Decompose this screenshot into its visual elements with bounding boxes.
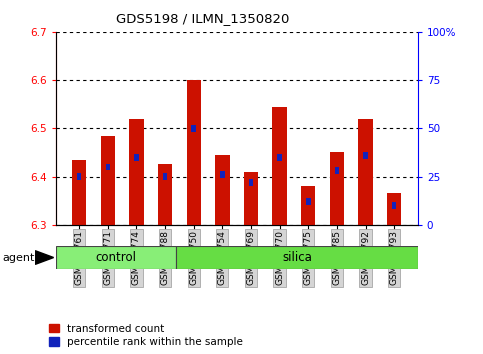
Bar <box>191 125 196 132</box>
Bar <box>363 152 368 159</box>
Bar <box>306 198 311 205</box>
Bar <box>176 246 418 269</box>
Bar <box>215 155 229 225</box>
Legend: transformed count, percentile rank within the sample: transformed count, percentile rank withi… <box>49 324 243 347</box>
Bar <box>129 119 143 225</box>
Bar <box>249 179 253 186</box>
Bar <box>56 246 176 269</box>
Bar <box>392 202 397 209</box>
Bar <box>277 154 282 161</box>
Bar <box>134 154 139 161</box>
Bar <box>77 173 82 180</box>
Polygon shape <box>35 251 54 264</box>
Bar <box>358 119 373 225</box>
Bar <box>301 186 315 225</box>
Bar <box>244 172 258 225</box>
Bar <box>158 165 172 225</box>
Bar <box>186 80 201 225</box>
Bar <box>330 153 344 225</box>
Bar <box>105 164 110 170</box>
Bar <box>335 167 339 174</box>
Text: agent: agent <box>2 252 35 263</box>
Text: control: control <box>96 251 136 264</box>
Bar <box>387 193 401 225</box>
Bar <box>220 171 225 178</box>
Text: GDS5198 / ILMN_1350820: GDS5198 / ILMN_1350820 <box>116 12 289 25</box>
Bar <box>100 136 115 225</box>
Bar <box>272 107 287 225</box>
Bar <box>72 160 86 225</box>
Bar <box>163 173 168 180</box>
Text: silica: silica <box>282 251 312 264</box>
